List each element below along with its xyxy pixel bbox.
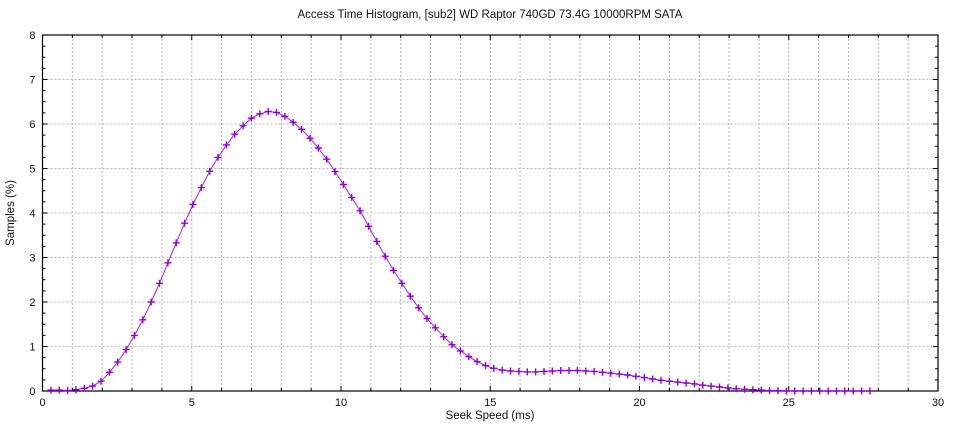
x-tick-label: 30 xyxy=(932,397,944,409)
y-tick-label: 0 xyxy=(29,386,35,398)
chart-title: Access Time Histogram, [sub2] WD Raptor … xyxy=(297,9,683,21)
y-tick-label: 4 xyxy=(29,208,35,220)
x-tick-label: 10 xyxy=(335,397,347,409)
x-tick-label: 5 xyxy=(189,397,195,409)
y-tick-label: 6 xyxy=(29,119,35,131)
y-tick-label: 7 xyxy=(29,75,35,87)
y-tick-label: 5 xyxy=(29,164,35,176)
y-axis-label: Samples (%) xyxy=(5,180,17,246)
y-tick-label: 8 xyxy=(29,30,35,42)
x-tick-label: 20 xyxy=(633,397,645,409)
x-axis-label: Seek Speed (ms) xyxy=(445,410,535,422)
y-tick-label: 3 xyxy=(29,253,35,265)
y-tick-label: 1 xyxy=(29,342,35,354)
x-tick-label: 15 xyxy=(484,397,496,409)
x-tick-label: 25 xyxy=(783,397,795,409)
series-markers xyxy=(47,108,874,395)
x-tick-label: 0 xyxy=(39,397,45,409)
y-tick-label: 2 xyxy=(29,297,35,309)
